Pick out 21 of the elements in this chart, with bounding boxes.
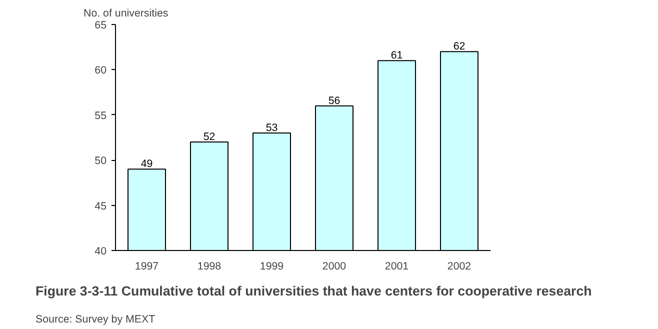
y-tick-label: 55	[94, 110, 107, 122]
y-tick-label: 60	[94, 64, 107, 77]
x-tick-label: 1997	[134, 260, 159, 272]
x-tick-label: 1999	[260, 260, 284, 272]
data-label: 62	[453, 40, 466, 53]
data-label: 61	[390, 50, 403, 62]
x-tick-label: 2001	[384, 260, 409, 272]
data-label: 56	[328, 94, 340, 107]
text: Figure 3-3-11 Cumulative total of universities that have centers for cooperative research	[36, 284, 592, 298]
y-tick-label: 50	[94, 155, 107, 168]
x-tick-label: 2000	[322, 260, 346, 272]
data-label: 49	[140, 158, 153, 170]
y-tick-label: 65	[94, 20, 107, 32]
x-tick-label: 1998	[197, 260, 222, 272]
source-note: Source: Survey by MEXT	[36, 314, 156, 326]
y-tick-label: 45	[94, 200, 107, 212]
data-label: 53	[266, 122, 278, 134]
y-tick-label: 40	[94, 246, 107, 258]
y-axis-title: No. of universities	[84, 8, 168, 20]
data-label: 52	[203, 131, 216, 144]
x-tick-label: 2002	[447, 260, 472, 272]
